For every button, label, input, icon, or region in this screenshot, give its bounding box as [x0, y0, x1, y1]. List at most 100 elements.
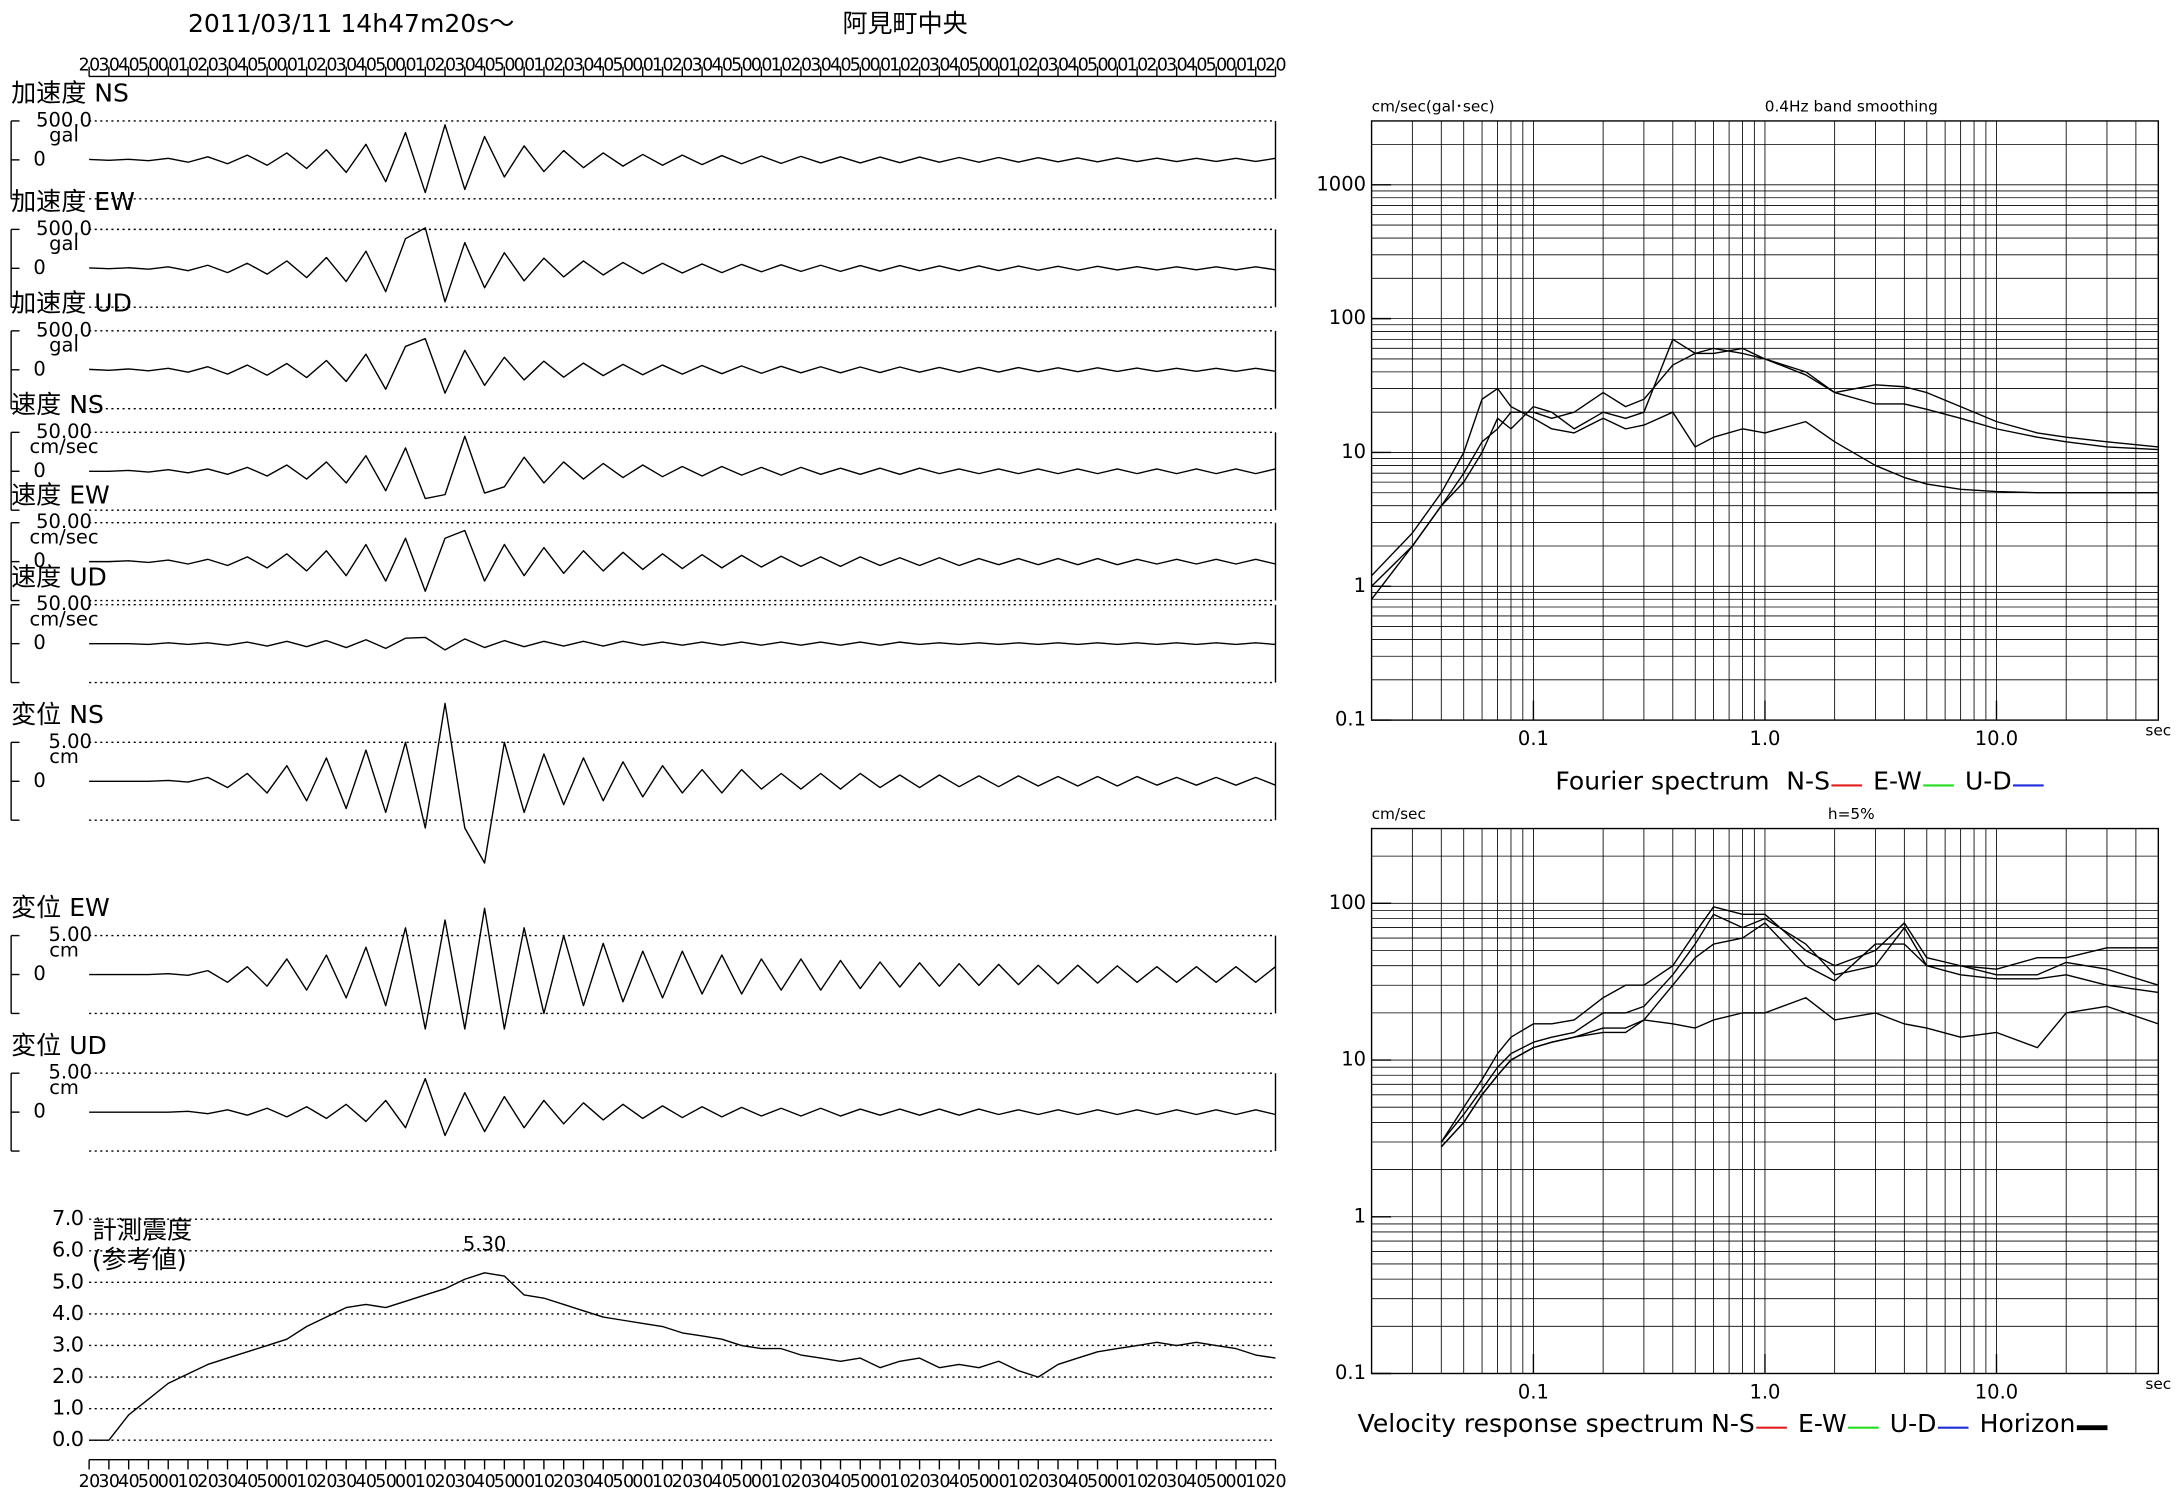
y-tick-label: 0 — [33, 769, 45, 792]
x-axis-unit: sec — [2145, 722, 2171, 740]
time-tick-label: 00 — [1225, 1472, 1246, 1492]
unit-label: cm/sec — [29, 608, 98, 631]
time-tick-label: 40 — [711, 1472, 732, 1492]
time-tick-label: 10 — [1127, 55, 1148, 75]
y-tick-label: 0 — [33, 147, 45, 170]
y-tick-label: 1 — [1354, 1204, 1366, 1227]
time-tick-label: 30 — [929, 1472, 950, 1492]
time-tick-label: 20 — [909, 1472, 930, 1492]
time-tick-label: 10 — [771, 1472, 792, 1492]
time-tick-label: 50 — [494, 55, 515, 75]
legend-label: N-S — [1711, 1409, 1755, 1438]
time-tick-label: 20 — [316, 55, 337, 75]
time-tick-label: 50 — [731, 1472, 752, 1492]
time-tick-label: 20 — [79, 55, 100, 75]
time-tick-label: 30 — [336, 1472, 357, 1492]
y-axis-unit: cm/sec(gal･sec) — [1372, 98, 1495, 116]
y-tick-label: 500.0 — [36, 108, 92, 131]
time-tick-label: 50 — [375, 55, 396, 75]
time-tick-label: 40 — [593, 55, 614, 75]
time-tick-label: 20 — [672, 1472, 693, 1492]
time-tick-label: 30 — [810, 1472, 831, 1492]
time-tick-label: 30 — [573, 1472, 594, 1492]
time-tick-label: 30 — [1166, 55, 1187, 75]
time-tick-label: 50 — [1206, 1472, 1227, 1492]
time-tick-label: 00 — [870, 55, 891, 75]
time-tick-label: 40 — [949, 55, 970, 75]
time-tick-label: 20 — [79, 1472, 100, 1492]
time-tick-label: 10 — [415, 55, 436, 75]
y-tick-label: 6.0 — [52, 1238, 84, 1262]
time-tick-label: 30 — [98, 55, 119, 75]
legend-title: Fourier spectrum — [1555, 767, 1769, 796]
time-tick-label: 10 — [296, 55, 317, 75]
panel-title: 速度 EW — [11, 480, 110, 509]
legend-label: E-W — [1798, 1409, 1847, 1438]
time-tick-label: 40 — [1067, 1472, 1088, 1492]
station-name: 阿見町中央 — [842, 9, 967, 38]
time-tick-label: 40 — [593, 1472, 614, 1492]
time-tick-label: 50 — [1087, 55, 1108, 75]
time-tick-label: 10 — [533, 55, 554, 75]
time-tick-label: 00 — [276, 55, 297, 75]
y-tick-label: 10 — [1341, 1048, 1366, 1071]
time-tick-label: 40 — [237, 1472, 258, 1492]
y-tick-label: 0 — [33, 631, 45, 654]
y-tick-label: 500.0 — [36, 217, 92, 240]
y-tick-label: 0 — [33, 549, 45, 572]
unit-label: cm — [49, 938, 79, 961]
spectrum-line — [1440, 913, 2159, 1143]
time-tick-label: 10 — [1127, 1472, 1148, 1492]
legend-label: U-D — [1965, 767, 2012, 796]
y-tick-label: 3.0 — [52, 1333, 84, 1357]
y-tick-label: 0.1 — [1335, 1361, 1366, 1384]
time-tick-label: 50 — [968, 1472, 989, 1492]
time-tick-label: 10 — [771, 55, 792, 75]
unit-label: gal — [49, 232, 79, 255]
time-tick-label: 20 — [1146, 1472, 1167, 1492]
y-tick-label: 500.0 — [36, 318, 92, 341]
time-tick-label: 10 — [1008, 1472, 1029, 1492]
panel-title: 速度 NS — [11, 390, 104, 419]
unit-label: gal — [49, 124, 79, 147]
time-tick-label: 40 — [1186, 55, 1207, 75]
time-tick-label: 30 — [217, 1472, 238, 1492]
spectrum-line — [1440, 997, 2159, 1148]
time-tick-label: 00 — [751, 55, 772, 75]
time-tick-label: 50 — [257, 55, 278, 75]
y-tick-label: 0.1 — [1335, 708, 1366, 731]
time-tick-label: 00 — [276, 1472, 297, 1492]
time-tick-label: 30 — [1166, 1472, 1187, 1492]
time-tick-label: 00 — [395, 1472, 416, 1492]
chart-subtitle: h=5% — [1828, 805, 1875, 823]
time-tick-label: 40 — [474, 55, 495, 75]
spectrum-line — [1440, 922, 2159, 1148]
x-tick-label: 1.0 — [1749, 1380, 1780, 1403]
y-tick-label: 1.0 — [52, 1396, 84, 1420]
time-tick-label: 50 — [850, 1472, 871, 1492]
y-tick-label: 100 — [1329, 306, 1366, 329]
time-tick-label: 30 — [929, 55, 950, 75]
x-tick-label: 10.0 — [1975, 727, 2018, 750]
time-tick-label: 00 — [1225, 55, 1246, 75]
time-tick-label: 50 — [612, 55, 633, 75]
time-tick-label: 20 — [553, 55, 574, 75]
chart-subtitle: 0.4Hz band smoothing — [1765, 98, 1938, 116]
y-tick-label: 5.00 — [49, 923, 92, 946]
time-tick-label: 20 — [672, 55, 693, 75]
waveform-trace — [89, 435, 1276, 500]
time-tick-label: 40 — [830, 55, 851, 75]
time-tick-label: 30 — [454, 55, 475, 75]
spectrum-line — [1371, 387, 2159, 577]
waveform-trace — [89, 907, 1276, 1030]
panel-title: 加速度 NS — [11, 79, 129, 108]
time-tick-label: 50 — [612, 1472, 633, 1492]
time-tick-label: 00 — [751, 1472, 772, 1492]
chart-subtitle: (参考値) — [92, 1245, 187, 1274]
chart-title: 計測震度 — [92, 1216, 192, 1245]
unit-label: cm — [49, 1076, 79, 1099]
panel-title: 速度 UD — [11, 562, 107, 591]
time-tick-label: 40 — [830, 1472, 851, 1492]
